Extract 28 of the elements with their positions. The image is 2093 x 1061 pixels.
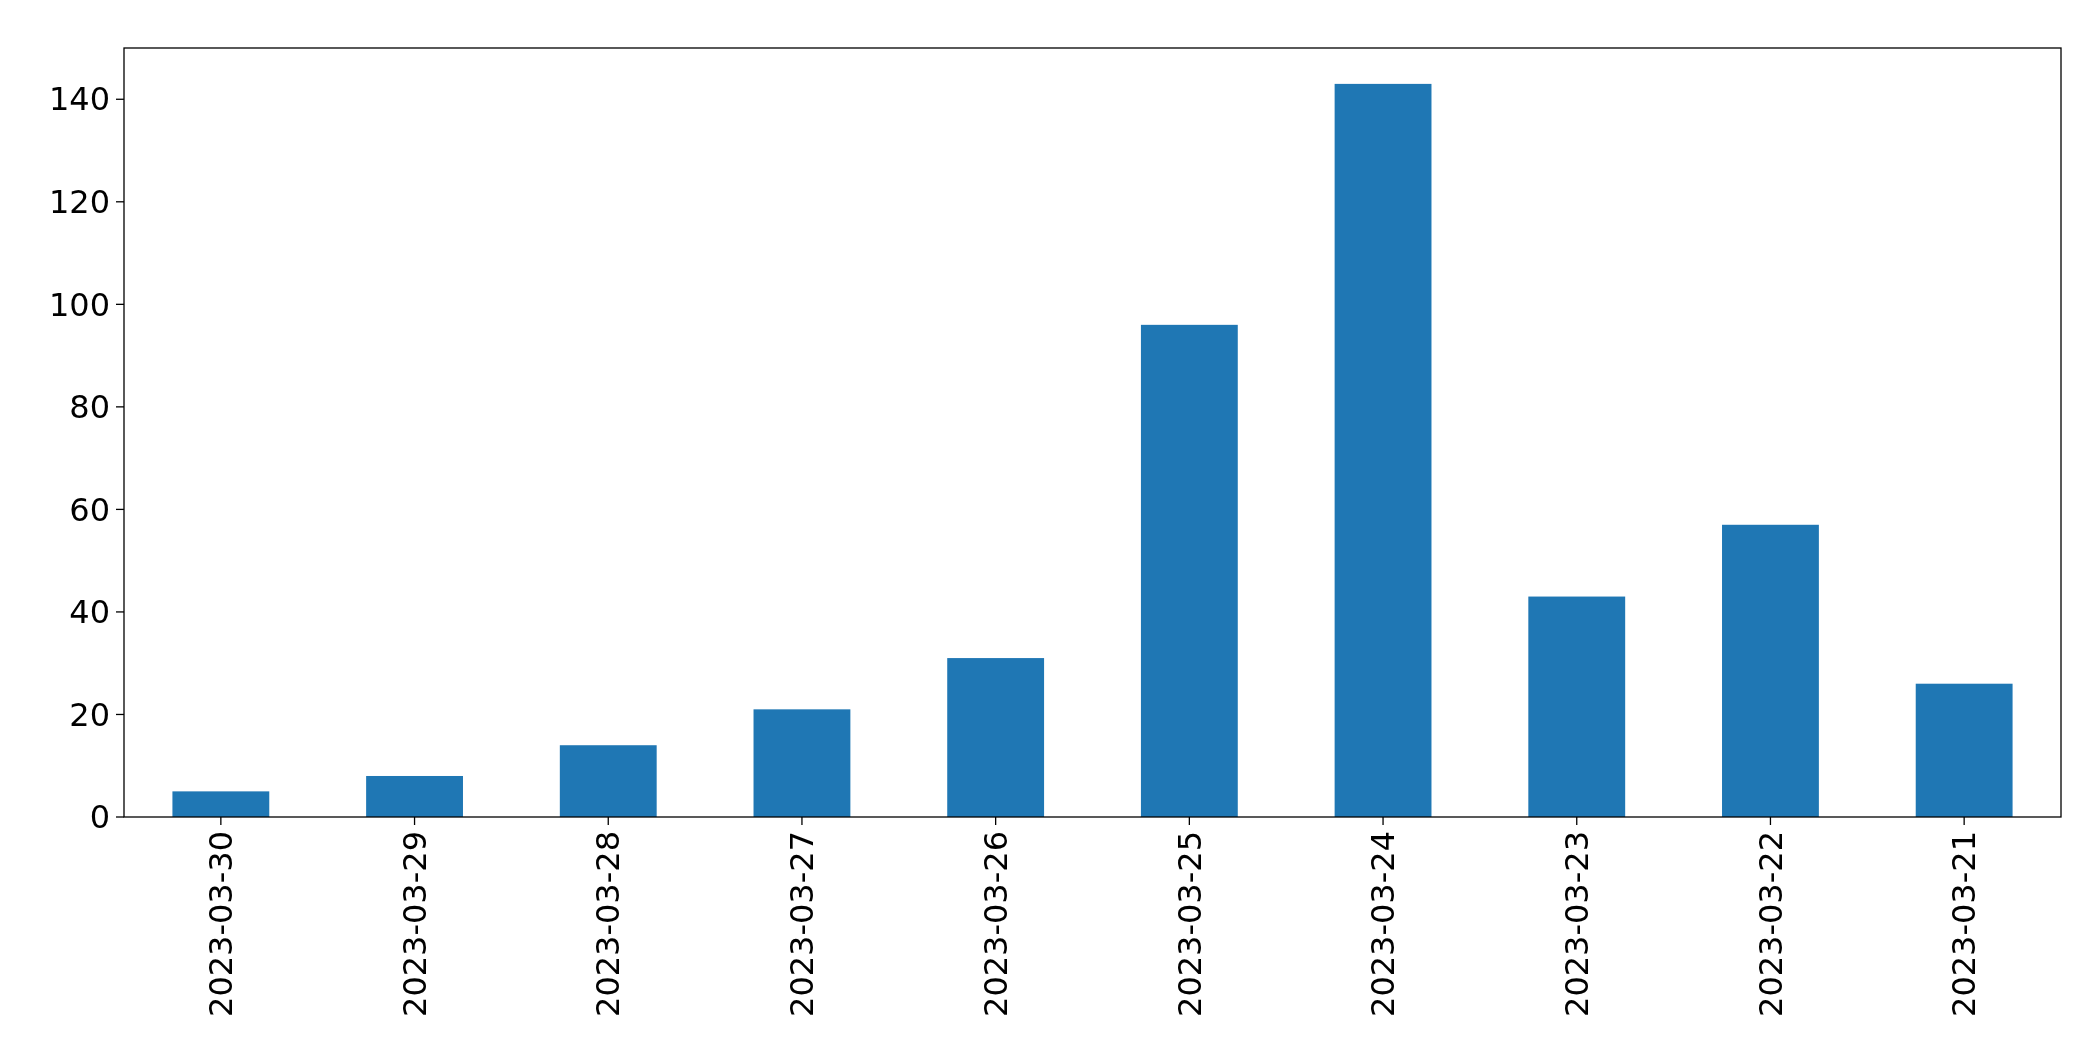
y-tick-label: 40 (69, 593, 110, 632)
bar (1140, 324, 1238, 817)
x-tick-label: 2023-03-30 (202, 831, 241, 1017)
y-tick-label: 20 (69, 695, 110, 734)
bar (753, 709, 851, 817)
x-tick-label: 2023-03-23 (1557, 831, 1596, 1017)
y-tick-label: 140 (48, 80, 110, 119)
y-tick-label: 80 (69, 388, 110, 427)
x-tick-label: 2023-03-21 (1945, 831, 1984, 1017)
bar (1334, 83, 1432, 817)
bar (172, 791, 270, 817)
y-tick-label: 120 (48, 183, 110, 221)
x-tick-label: 2023-03-22 (1751, 831, 1790, 1017)
x-tick-label: 2023-03-27 (783, 831, 822, 1017)
x-tick-label: 2023-03-26 (976, 831, 1015, 1017)
bar (366, 775, 463, 817)
bar (1722, 524, 1819, 817)
x-tick-label: 2023-03-28 (589, 831, 628, 1017)
bar (559, 745, 657, 817)
bar (947, 658, 1045, 817)
y-tick-label: 60 (69, 490, 110, 529)
y-tick-label: 100 (48, 285, 110, 324)
x-tick-label: 2023-03-25 (1170, 831, 1209, 1017)
x-tick-label: 2023-03-24 (1364, 831, 1403, 1017)
bar (1915, 683, 2013, 817)
y-tick-label: 0 (89, 798, 110, 837)
bar (1528, 596, 1626, 817)
x-tick-label: 2023-03-29 (395, 831, 434, 1017)
